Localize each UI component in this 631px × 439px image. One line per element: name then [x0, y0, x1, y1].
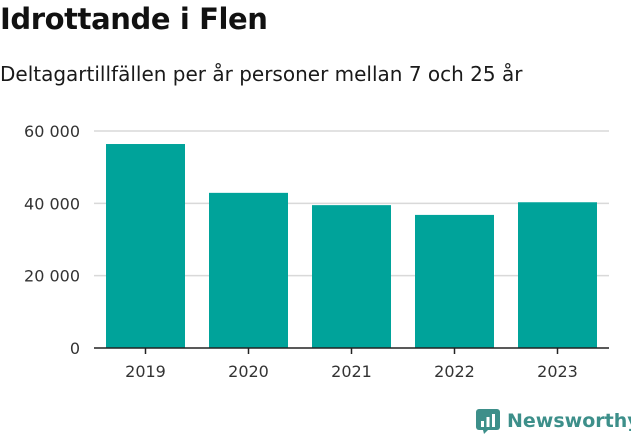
y-tick-label: 20 000 [24, 267, 80, 286]
x-tick-label: 2019 [125, 362, 166, 381]
chart-title: Idrottande i Flen [0, 2, 268, 36]
y-tick-label: 40 000 [24, 194, 80, 213]
bar [518, 202, 597, 348]
bar [312, 205, 391, 348]
bar-chart: 0 20 000 40 000 60 000 2019 2020 2021 2022 2023 [24, 122, 609, 381]
chart-subtitle: Deltagartillfällen per år personer mella… [0, 62, 523, 86]
y-tick-label: 0 [70, 339, 80, 358]
x-tick-label: 2020 [228, 362, 269, 381]
newsworthy-logo-icon [476, 409, 500, 434]
brand-logo: Newsworthy [475, 408, 631, 434]
x-tick-label: 2023 [537, 362, 578, 381]
x-tick-label: 2022 [434, 362, 475, 381]
bar [415, 214, 494, 348]
brand-name: Newsworthy [507, 410, 631, 432]
y-tick-label: 60 000 [24, 122, 80, 141]
bar [209, 192, 288, 348]
x-tick-label: 2021 [331, 362, 372, 381]
bar [106, 144, 185, 348]
